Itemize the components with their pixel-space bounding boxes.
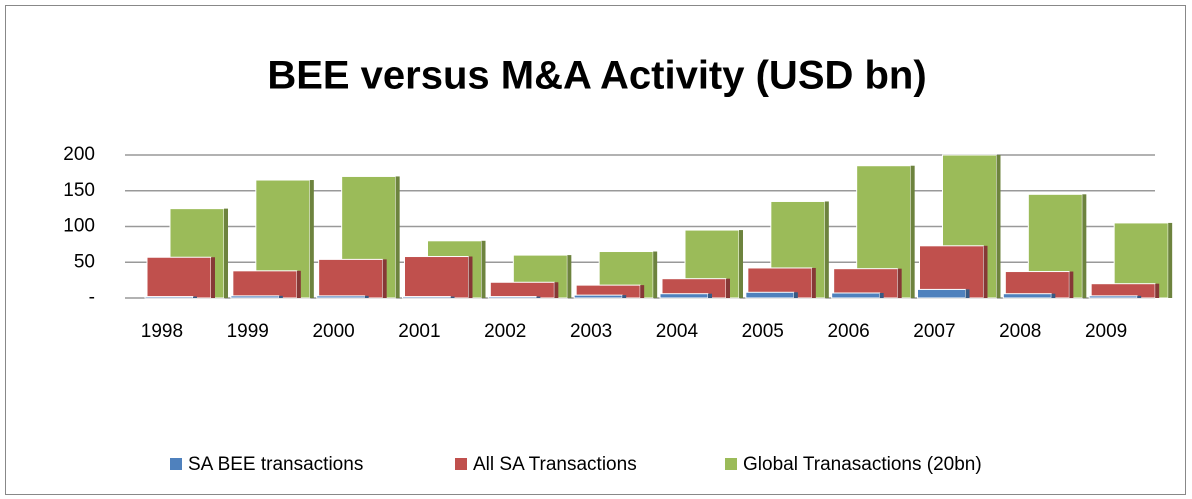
x-tick-label: 2003 [570, 321, 612, 342]
bar-side [193, 296, 197, 298]
bar-side [309, 180, 314, 298]
bar [917, 288, 966, 299]
bar [404, 256, 469, 299]
y-tick-label: 200 [63, 144, 95, 165]
legend-label: SA BEE transactions [188, 454, 363, 475]
bar [489, 281, 555, 299]
bar-side [468, 256, 473, 298]
bar-side [211, 257, 215, 298]
bar-side [824, 201, 829, 298]
legend-label: Global Tranasactions (20bn) [743, 454, 982, 475]
bar-side [554, 282, 559, 298]
bar-side [897, 268, 902, 298]
bar-side [1082, 194, 1087, 298]
bar-side [364, 295, 369, 298]
x-tick-label: 2001 [398, 321, 440, 342]
bar-side [983, 245, 988, 298]
x-tick-label: 2006 [827, 321, 869, 342]
chart-title: BEE versus M&A Activity (USD bn) [267, 54, 926, 98]
x-tick-label: 2005 [742, 321, 784, 342]
bar-side [996, 155, 1001, 298]
bar [230, 295, 280, 299]
bar [831, 292, 881, 299]
bar-side [450, 296, 455, 298]
bar-side [224, 208, 228, 298]
bar-side [726, 278, 730, 298]
y-tick-label: 50 [74, 251, 95, 272]
legend-label: All SA Transactions [473, 454, 637, 475]
x-tick-label: 2009 [1085, 321, 1127, 342]
legend-swatch [725, 458, 737, 470]
bar-side [1155, 283, 1160, 298]
y-tick-label: - [89, 287, 95, 308]
bar-side [1168, 222, 1173, 298]
bar-side [278, 295, 283, 298]
bar-side [879, 292, 884, 298]
bar [318, 258, 384, 299]
bar-side [640, 285, 645, 298]
bar-side [708, 293, 712, 298]
x-tick-label: 2007 [913, 321, 955, 342]
x-tick-label: 1999 [227, 321, 269, 342]
bar [487, 296, 537, 299]
bar [1088, 295, 1138, 299]
bar-side [1069, 271, 1074, 298]
bar-side [1051, 293, 1056, 298]
legend-swatch [170, 458, 182, 470]
bar-side [622, 295, 627, 298]
bar-side [567, 255, 572, 298]
x-tick-label: 2004 [656, 321, 699, 342]
bar-side [910, 165, 915, 298]
y-tick-label: 150 [63, 180, 95, 201]
bar [232, 270, 298, 299]
y-tick-label: 100 [63, 216, 95, 237]
bar [745, 291, 795, 299]
bar-side [395, 176, 400, 298]
bar-side [481, 240, 486, 298]
bar [146, 256, 212, 299]
bar [659, 293, 709, 299]
bar [316, 295, 366, 299]
bar-side [965, 289, 970, 298]
bar [1002, 293, 1052, 299]
bar [402, 296, 451, 299]
bar-side [739, 230, 743, 298]
bar [573, 294, 623, 299]
legend-swatch [455, 458, 467, 470]
x-tick-label: 1998 [141, 321, 183, 342]
bar-side [536, 296, 541, 298]
bar-side [296, 270, 301, 298]
bar-side [793, 292, 798, 298]
bar-side [653, 251, 658, 298]
bar-side [1137, 295, 1142, 298]
bar [144, 296, 194, 299]
x-tick-label: 2000 [312, 321, 354, 342]
x-tick-label: 2008 [999, 321, 1041, 342]
bar-side [382, 259, 387, 298]
bar-side [811, 267, 816, 298]
x-tick-label: 2002 [484, 321, 526, 342]
